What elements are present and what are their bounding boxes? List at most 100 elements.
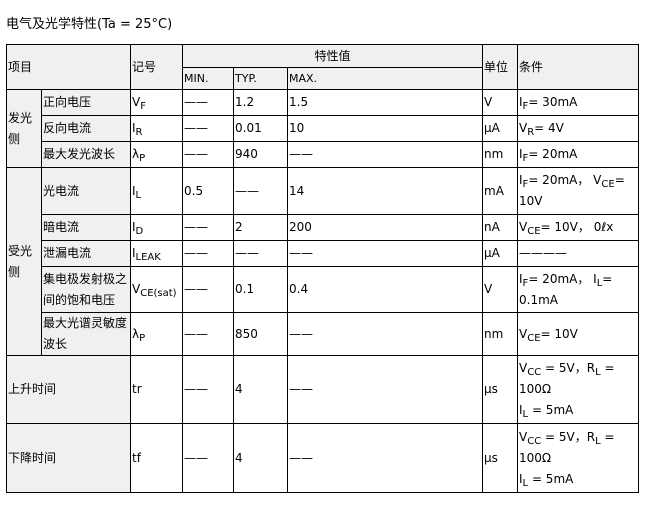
item-name: 暗电流: [41, 214, 131, 241]
item-name: 上升时间: [6, 355, 131, 424]
value-max: ——: [287, 312, 483, 356]
item-name: 集电极发射极之间的饱和电压: [41, 266, 131, 313]
condition-text: I: [519, 403, 523, 417]
unit: μs: [482, 355, 518, 424]
value-min: ——: [182, 355, 234, 424]
symbol: λP: [130, 312, 183, 356]
condition-text: I: [519, 271, 523, 286]
condition-text: = 5mA: [528, 471, 574, 486]
condition-sub: F: [522, 153, 529, 164]
condition-sub: CE: [527, 226, 541, 237]
header-values: 特性值: [182, 44, 483, 68]
condition: VCC = 5V，RL = 100Ω IL = 5mA: [517, 355, 639, 424]
characteristics-table: 项目 记号 特性值 单位 条件 MIN. TYP. MAX. 发光侧 正向电压 VF…: [6, 44, 639, 493]
condition-sub: F: [522, 179, 529, 190]
item-name: 泄漏电流: [41, 240, 131, 267]
item-name: 光电流: [41, 167, 131, 215]
condition-text: = 10V， 0ℓx: [540, 220, 614, 234]
condition-sub: L: [522, 477, 529, 489]
value-max: 200: [287, 214, 483, 241]
symbol-sub: F: [140, 101, 146, 112]
condition: IF= 30mA: [517, 89, 639, 116]
value-min: ——: [182, 115, 234, 142]
symbol-sub: P: [139, 153, 146, 164]
condition-text: I: [519, 147, 523, 161]
symbol-main: I: [132, 183, 136, 198]
condition: IF= 20mA， IL= 0.1mA: [517, 266, 639, 313]
symbol-sub: R: [135, 127, 143, 138]
symbol-main: λ: [132, 147, 140, 161]
value-min: ——: [182, 89, 234, 116]
value-min: ——: [182, 141, 234, 168]
value-max: ——: [287, 355, 483, 424]
unit: nA: [482, 214, 518, 241]
group-emit: 发光侧: [6, 89, 42, 168]
symbol-main: I: [132, 246, 136, 260]
condition-sub: R: [527, 127, 535, 138]
table-row: 下降时间 tf —— 4 —— μs VCC = 5V，RL = 100Ω IL = 5mA: [6, 423, 639, 493]
symbol-main: I: [132, 121, 136, 135]
condition-text: I: [519, 95, 523, 109]
item-name: 正向电压: [41, 89, 131, 116]
table-row: 发光侧 正向电压 VF —— 1.2 1.5 V IF= 30mA: [6, 89, 639, 168]
unit: μA: [482, 240, 518, 267]
table-row: 暗电流 ID —— 2 200 nA VCE= 10V， 0ℓx: [7, 214, 639, 241]
condition-sub: CE: [527, 332, 541, 344]
symbol-sub: LEAK: [135, 252, 161, 263]
symbol-sub: D: [135, 226, 144, 237]
value-typ: 4: [233, 355, 288, 424]
item-name: 最大光谱灵敏度波长: [41, 312, 131, 356]
symbol: VF: [130, 89, 183, 116]
value-typ: 850: [233, 312, 288, 356]
page-title: 电气及光学特性(Ta = 25°C): [6, 17, 173, 32]
symbol-main: V: [132, 282, 141, 296]
unit: V: [482, 266, 518, 313]
unit: V: [482, 89, 518, 116]
table-row: 上升时间 tr —— 4 —— μs VCC = 5V，RL = 100Ω IL = 5mA: [6, 355, 639, 424]
condition-text: = 20mA: [528, 147, 578, 161]
symbol: IL: [130, 167, 183, 215]
condition-text: I: [519, 173, 523, 187]
condition: ————: [517, 240, 639, 267]
condition-sub: L: [595, 435, 601, 447]
condition-text: = 30mA: [528, 95, 578, 109]
item-name: 最大发光波长: [41, 141, 131, 168]
header-symbol: 记号: [130, 44, 183, 90]
condition-text: V: [519, 429, 528, 444]
symbol: λP: [130, 141, 183, 168]
value-typ: 940: [233, 141, 288, 168]
value-typ: 4: [233, 423, 288, 493]
symbol-sub: CE(sat): [140, 288, 177, 299]
unit: μA: [482, 115, 518, 142]
symbol-sub: L: [135, 189, 142, 201]
symbol-main: λ: [132, 326, 140, 341]
table-row: 反向电流 IR —— 0.01 10 μA VR= 4V: [7, 115, 639, 142]
value-typ: ——: [233, 167, 288, 215]
value-typ: 0.1: [233, 266, 288, 313]
condition-text: I: [519, 471, 523, 486]
value-typ: 0.01: [233, 115, 288, 142]
symbol-sub: P: [139, 332, 146, 344]
condition-sub: L: [595, 367, 601, 378]
unit: nm: [482, 312, 518, 356]
value-min: ——: [182, 312, 234, 356]
symbol: tr: [130, 355, 183, 424]
condition-text: = 100Ω: [519, 429, 615, 465]
value-typ: ——: [233, 240, 288, 267]
symbol: tf: [130, 423, 183, 493]
value-max: ——: [287, 240, 483, 267]
table-row: 受光侧 光电流 IL 0.5 —— 14 mA IF= 20mA， VCE= 10V: [6, 167, 639, 356]
value-min: 0.5: [182, 167, 234, 215]
condition-text: = 5V，R: [541, 361, 596, 375]
value-max: 10: [287, 115, 483, 142]
item-name: 反向电流: [41, 115, 131, 142]
condition-text: ————: [519, 246, 567, 260]
header-max: MAX.: [287, 67, 483, 90]
header-typ: TYP.: [233, 67, 288, 90]
condition-text: V: [519, 121, 528, 135]
condition: VR= 4V: [517, 115, 639, 142]
symbol-main: I: [132, 220, 136, 234]
condition-text: = 5V，R: [541, 429, 596, 444]
condition-text: V: [519, 326, 528, 341]
condition-sub: L: [596, 277, 603, 289]
